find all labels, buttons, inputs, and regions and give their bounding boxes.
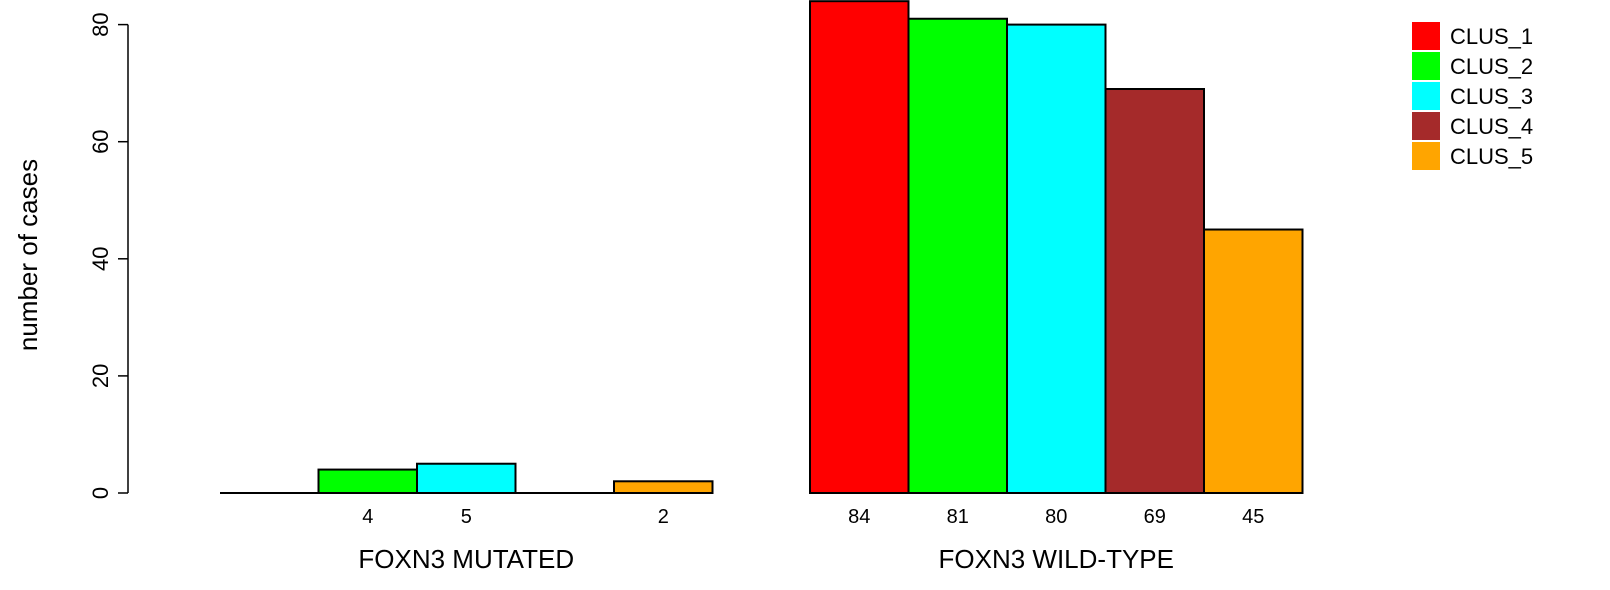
group-labels: FOXN3 MUTATED FOXN3 WILD-TYPE (358, 544, 1174, 574)
bar-clus-2 (907, 17, 1008, 495)
bar-clus-2 (317, 468, 418, 494)
bar-value-label: 2 (658, 506, 669, 528)
bar-clus-5 (613, 480, 714, 495)
legend-swatch (1412, 22, 1440, 50)
value-labels: 4 5 2 84 81 80 69 45 (362, 506, 1264, 528)
bar-value-label: 4 (362, 506, 373, 528)
bar-clus-1 (809, 0, 910, 495)
y-axis: 0 20 40 60 80 (88, 12, 129, 499)
group-label: FOXN3 WILD-TYPE (939, 544, 1174, 574)
bar-clus-4 (1104, 88, 1205, 494)
y-axis-title: number of cases (13, 159, 43, 351)
legend: CLUS_1 CLUS_2 CLUS_3 CLUS_4 CLUS_5 (1412, 22, 1533, 170)
legend-swatch (1412, 112, 1440, 140)
legend-label: CLUS_2 (1450, 54, 1533, 79)
legend-label: CLUS_1 (1450, 24, 1533, 49)
legend-label: CLUS_5 (1450, 144, 1533, 169)
legend-swatch (1412, 142, 1440, 170)
bar-value-label: 80 (1045, 506, 1067, 528)
y-tick-label: 80 (88, 12, 113, 36)
bar-value-label: 5 (461, 506, 472, 528)
bar-value-label: 45 (1242, 506, 1264, 528)
y-tick-label: 40 (88, 247, 113, 271)
y-tick-label: 60 (88, 129, 113, 153)
bars (220, 0, 1304, 495)
group-label: FOXN3 MUTATED (358, 544, 574, 574)
legend-swatch (1412, 52, 1440, 80)
legend-label: CLUS_3 (1450, 84, 1533, 109)
bar-clus-5 (1203, 228, 1304, 494)
bar-value-label: 69 (1144, 506, 1166, 528)
legend-swatch (1412, 82, 1440, 110)
bar-clus-3 (416, 462, 517, 495)
y-tick-label: 0 (88, 487, 113, 499)
bar-clus-3 (1006, 23, 1107, 494)
bar-value-label: 84 (848, 506, 870, 528)
y-tick-label: 20 (88, 364, 113, 388)
legend-label: CLUS_4 (1450, 114, 1533, 139)
bar-value-label: 81 (947, 506, 969, 528)
